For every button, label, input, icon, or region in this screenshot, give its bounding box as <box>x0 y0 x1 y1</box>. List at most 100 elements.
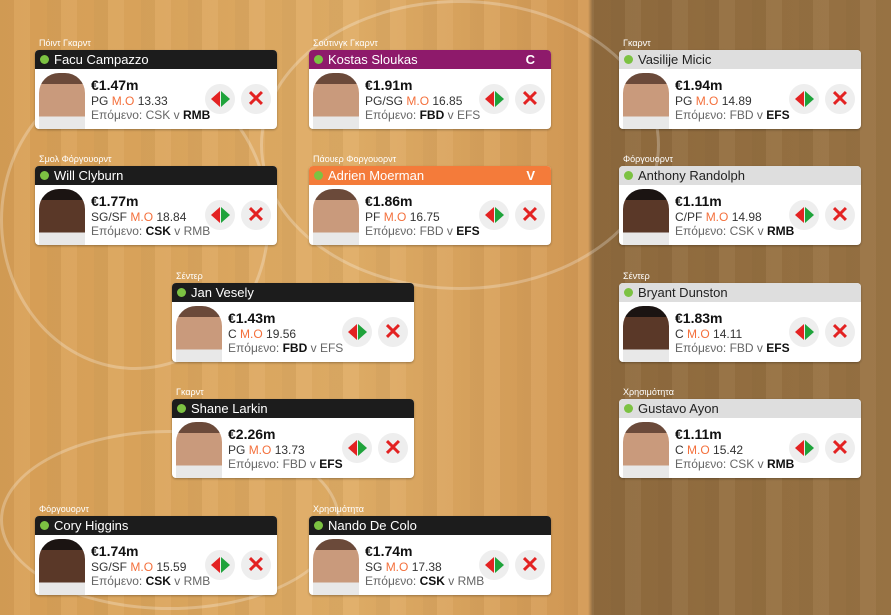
player-stats: C/PF M.O 14.98 <box>675 210 762 224</box>
player-name[interactable]: Vasilije Micic <box>638 52 712 67</box>
substitute-button[interactable] <box>789 200 819 230</box>
remove-player-button[interactable]: ✕ <box>825 84 855 114</box>
player-card[interactable]: Gustavo Ayon €1.11m C M.O 15.42 Επόμενο:… <box>619 399 861 478</box>
player-slot: Γκαρντ Vasilije Micic €1.94m PG M.O 14.8… <box>619 36 861 129</box>
remove-player-button[interactable]: ✕ <box>241 200 271 230</box>
position-label: Πόιντ Γκαρντ <box>39 38 91 48</box>
substitute-button[interactable] <box>342 433 372 463</box>
player-card[interactable]: Facu Campazzo €1.47m PG M.O 13.33 Επόμεν… <box>35 50 277 129</box>
position-label: Σέντερ <box>623 271 650 281</box>
player-price: €1.74m <box>365 543 413 559</box>
player-name[interactable]: Nando De Colo <box>328 518 417 533</box>
player-card[interactable]: Vasilije Micic €1.94m PG M.O 14.89 Επόμε… <box>619 50 861 129</box>
substitute-button[interactable] <box>342 317 372 347</box>
player-card[interactable]: Cory Higgins €1.74m SG/SF M.O 15.59 Επόμ… <box>35 516 277 595</box>
substitute-button[interactable] <box>789 84 819 114</box>
player-card[interactable]: Bryant Dunston €1.83m C M.O 14.11 Επόμεν… <box>619 283 861 362</box>
remove-player-button[interactable]: ✕ <box>378 433 408 463</box>
status-dot-icon <box>624 288 633 297</box>
player-header: Will Clyburn <box>35 166 277 185</box>
next-match: Επόμενο: FBD v EFS <box>228 457 343 471</box>
close-icon: ✕ <box>246 202 266 227</box>
substitute-button[interactable] <box>205 200 235 230</box>
close-icon: ✕ <box>383 319 403 344</box>
player-photo <box>623 422 669 478</box>
player-card[interactable]: Jan Vesely €1.43m C M.O 19.56 Επόμενο: F… <box>172 283 414 362</box>
remove-player-button[interactable]: ✕ <box>378 317 408 347</box>
remove-player-button[interactable]: ✕ <box>515 550 545 580</box>
remove-player-button[interactable]: ✕ <box>241 550 271 580</box>
player-photo <box>313 73 359 129</box>
position-label: Σμολ Φόργουορντ <box>39 154 112 164</box>
swap-arrows-icon <box>347 440 367 456</box>
position-label: Σέντερ <box>176 271 203 281</box>
substitute-button[interactable] <box>789 317 819 347</box>
remove-player-button[interactable]: ✕ <box>515 84 545 114</box>
swap-arrows-icon <box>210 207 230 223</box>
next-match: Επόμενο: FBD v EFS <box>675 108 790 122</box>
player-slot: Σέντερ Bryant Dunston €1.83m C M.O 14.11… <box>619 269 861 362</box>
remove-player-button[interactable]: ✕ <box>825 433 855 463</box>
remove-player-button[interactable]: ✕ <box>825 317 855 347</box>
player-header: Shane Larkin <box>172 399 414 418</box>
player-photo <box>39 189 85 245</box>
substitute-button[interactable] <box>479 84 509 114</box>
close-icon: ✕ <box>520 86 540 111</box>
player-name[interactable]: Anthony Randolph <box>638 168 745 183</box>
player-card[interactable]: Anthony Randolph €1.11m C/PF M.O 14.98 Ε… <box>619 166 861 245</box>
player-slot: Φόργουορντ Cory Higgins €1.74m SG/SF M.O… <box>35 502 277 595</box>
player-card[interactable]: Shane Larkin €2.26m PG M.O 13.73 Επόμενο… <box>172 399 414 478</box>
court-arc <box>260 0 660 290</box>
substitute-button[interactable] <box>479 200 509 230</box>
close-icon: ✕ <box>520 552 540 577</box>
status-dot-icon <box>624 55 633 64</box>
close-icon: ✕ <box>246 552 266 577</box>
player-slot: Γκαρντ Shane Larkin €2.26m PG M.O 13.73 … <box>172 385 414 478</box>
substitute-button[interactable] <box>205 550 235 580</box>
substitute-button[interactable] <box>479 550 509 580</box>
player-stats: C M.O 19.56 <box>228 327 297 341</box>
player-stats: C M.O 14.11 <box>675 327 743 341</box>
player-card[interactable]: Kostas Sloukas C €1.91m PG/SG M.O 16.85 … <box>309 50 551 129</box>
next-match: Επόμενο: CSK v RMB <box>91 108 211 122</box>
player-name[interactable]: Facu Campazzo <box>54 52 149 67</box>
player-price: €1.11m <box>675 193 722 209</box>
status-dot-icon <box>314 521 323 530</box>
player-name[interactable]: Shane Larkin <box>191 401 268 416</box>
remove-player-button[interactable]: ✕ <box>515 200 545 230</box>
position-label: Φόργουορντ <box>623 154 673 164</box>
player-name[interactable]: Will Clyburn <box>54 168 124 183</box>
swap-arrows-icon <box>210 91 230 107</box>
player-name[interactable]: Adrien Moerman <box>328 168 425 183</box>
player-name[interactable]: Jan Vesely <box>191 285 254 300</box>
player-photo <box>39 539 85 595</box>
close-icon: ✕ <box>246 86 266 111</box>
player-price: €1.83m <box>675 310 723 326</box>
player-name[interactable]: Gustavo Ayon <box>638 401 719 416</box>
player-header: Cory Higgins <box>35 516 277 535</box>
status-dot-icon <box>40 55 49 64</box>
player-name[interactable]: Bryant Dunston <box>638 285 728 300</box>
player-card[interactable]: Will Clyburn €1.77m SG/SF M.O 18.84 Επόμ… <box>35 166 277 245</box>
vice-badge: V <box>526 168 535 183</box>
substitute-button[interactable] <box>205 84 235 114</box>
substitute-button[interactable] <box>789 433 819 463</box>
status-dot-icon <box>177 404 186 413</box>
position-label: Σούτινγκ Γκαρντ <box>313 38 378 48</box>
swap-arrows-icon <box>794 324 814 340</box>
player-card[interactable]: Adrien Moerman V €1.86m PF M.O 16.75 Επό… <box>309 166 551 245</box>
remove-player-button[interactable]: ✕ <box>241 84 271 114</box>
player-card[interactable]: Nando De Colo €1.74m SG M.O 17.38 Επόμεν… <box>309 516 551 595</box>
player-stats: PF M.O 16.75 <box>365 210 440 224</box>
close-icon: ✕ <box>830 319 850 344</box>
player-stats: C M.O 15.42 <box>675 443 744 457</box>
next-match: Επόμενο: FBD v EFS <box>675 341 790 355</box>
remove-player-button[interactable]: ✕ <box>825 200 855 230</box>
player-name[interactable]: Kostas Sloukas <box>328 52 418 67</box>
status-dot-icon <box>40 171 49 180</box>
player-name[interactable]: Cory Higgins <box>54 518 129 533</box>
close-icon: ✕ <box>830 435 850 460</box>
player-photo <box>623 73 669 129</box>
next-match: Επόμενο: CSK v RMB <box>91 574 211 588</box>
position-label: Χρησιμότητα <box>623 387 674 397</box>
